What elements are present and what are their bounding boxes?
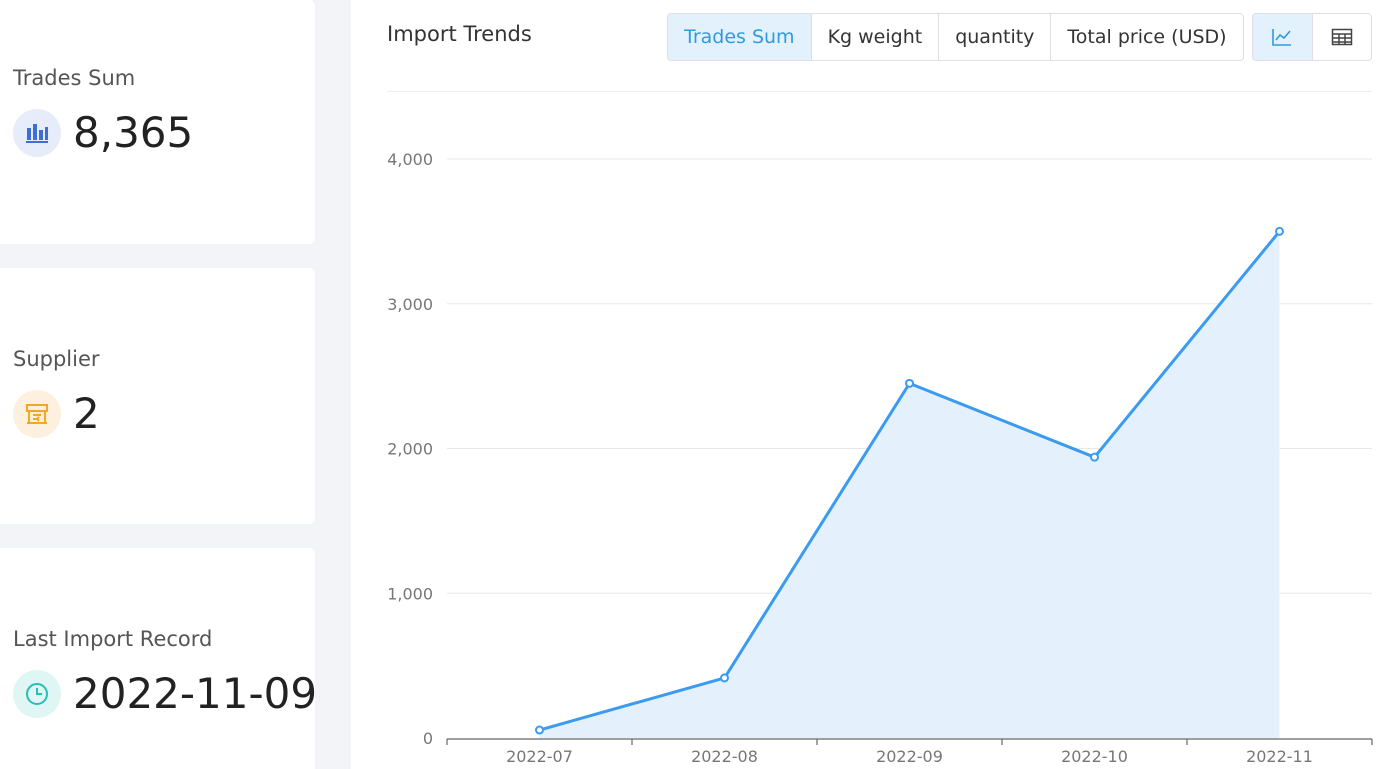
supplier-label: Supplier xyxy=(13,347,100,371)
x-tick-label: 2022-10 xyxy=(1061,747,1128,766)
last-import-label: Last Import Record xyxy=(13,627,213,651)
import-trends-chart: 0 1,000 2,000 3,000 4,000 2022-07 2022-08 2022-… xyxy=(387,150,1373,766)
y-tick-label: 3,000 xyxy=(387,295,433,314)
tab-kg-weight[interactable]: Kg weight xyxy=(810,14,939,60)
trades-sum-card: Trades Sum 8,365 xyxy=(0,0,315,244)
trades-sum-label: Trades Sum xyxy=(13,66,136,90)
line-chart-view-button[interactable] xyxy=(1253,14,1312,60)
supplier-shop-icon xyxy=(13,390,61,438)
data-point xyxy=(535,725,544,735)
table-icon xyxy=(1331,28,1352,46)
supplier-card: Supplier 2 xyxy=(0,268,315,524)
x-tick-label: 2022-09 xyxy=(876,747,943,766)
y-tick-label: 0 xyxy=(423,729,433,748)
x-tick-label: 2022-08 xyxy=(691,747,758,766)
data-point xyxy=(905,378,914,388)
supplier-value: 2 xyxy=(73,389,100,438)
tab-quantity[interactable]: quantity xyxy=(938,14,1050,60)
last-import-card: Last Import Record 2022-11-09 xyxy=(0,548,318,769)
bar-chart-icon xyxy=(13,109,61,157)
y-tick-label: 1,000 xyxy=(387,584,433,603)
series-area xyxy=(539,231,1280,738)
trades-sum-value: 8,365 xyxy=(73,108,194,157)
panel-divider xyxy=(387,91,1372,92)
view-toggle xyxy=(1252,13,1372,61)
data-point xyxy=(720,673,729,683)
last-import-value: 2022-11-09 xyxy=(73,669,318,718)
x-tick-label: 2022-07 xyxy=(506,747,573,766)
tab-total-price[interactable]: Total price (USD) xyxy=(1050,14,1242,60)
line-chart-icon xyxy=(1272,29,1292,46)
table-view-button[interactable] xyxy=(1311,14,1372,60)
data-point xyxy=(1090,452,1099,462)
tab-trades-sum[interactable]: Trades Sum xyxy=(668,14,811,60)
y-tick-label: 4,000 xyxy=(387,150,433,169)
clock-icon xyxy=(13,670,61,718)
import-trends-panel: Import Trends Trades Sum Kg weight quant… xyxy=(351,0,1380,769)
x-tick-label: 2022-11 xyxy=(1246,747,1313,766)
panel-title: Import Trends xyxy=(387,22,532,46)
data-point xyxy=(1275,226,1284,236)
y-tick-label: 2,000 xyxy=(387,440,433,459)
metric-tabs: Trades Sum Kg weight quantity Total pric… xyxy=(667,13,1244,61)
